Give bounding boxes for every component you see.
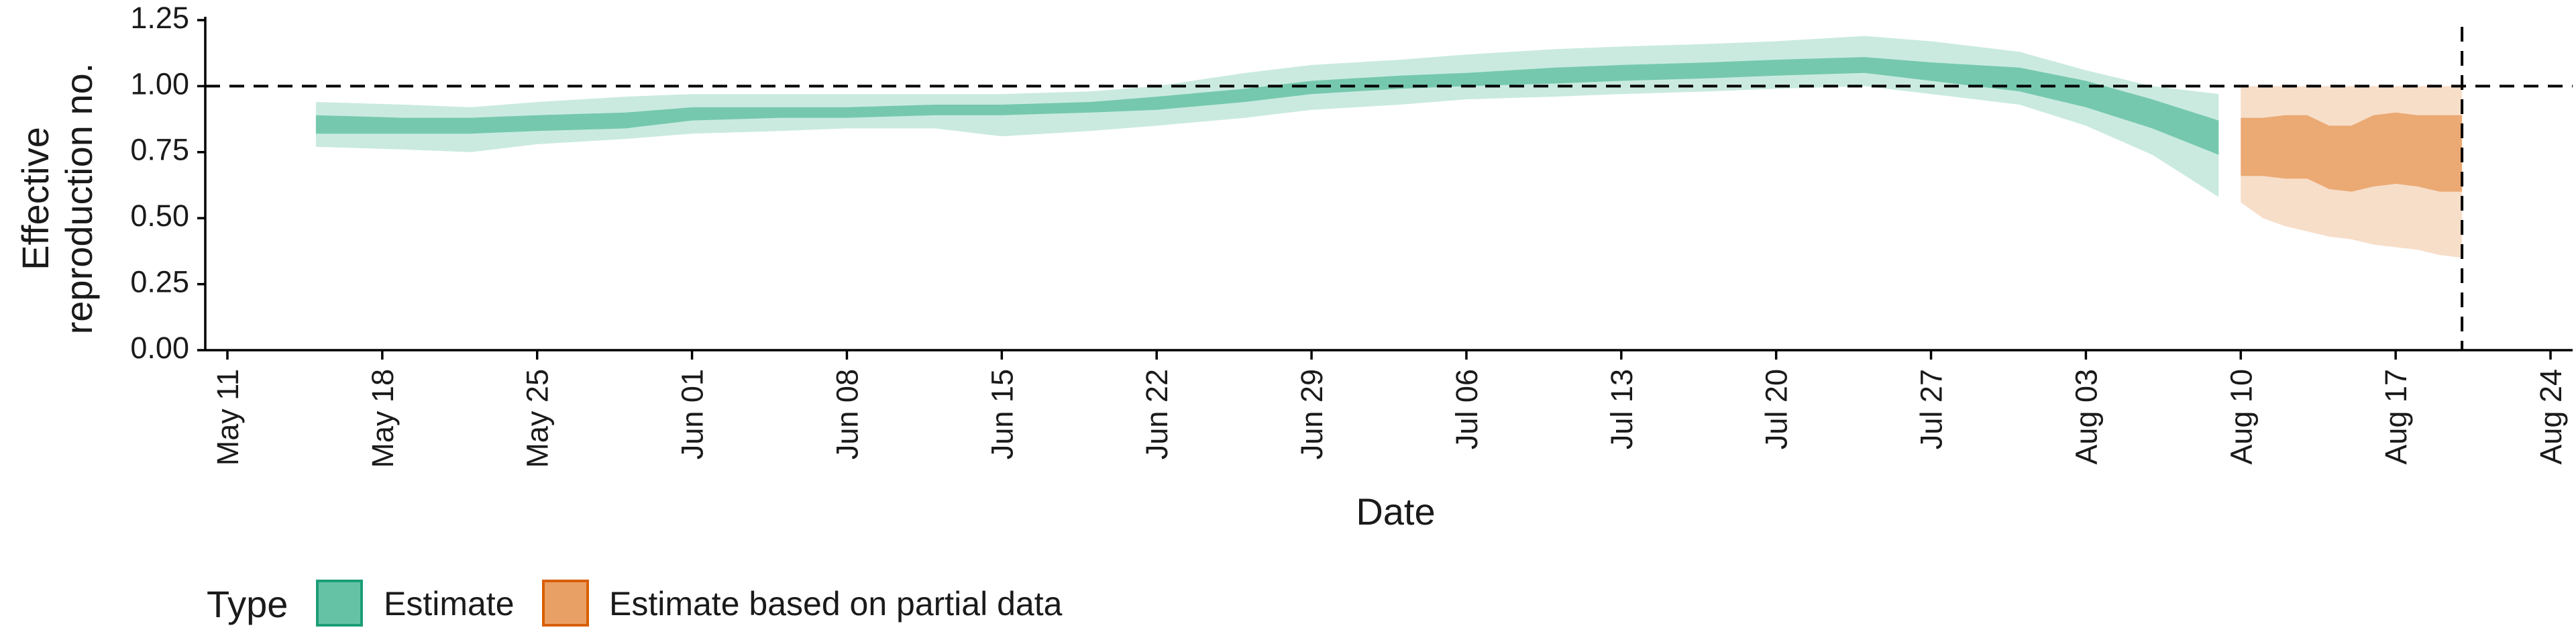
series-partial-data (2241, 86, 2463, 258)
x-tick-label: Aug 03 (2069, 369, 2103, 465)
y-tick-label: 1.25 (130, 1, 189, 35)
y-axis-title: Effective reproduction no. (14, 63, 100, 335)
legend-key (542, 580, 589, 627)
x-tick-label: Aug 24 (2534, 369, 2568, 465)
x-axis-title: Date (1356, 490, 1435, 533)
y-tick-label: 0.75 (130, 133, 189, 167)
y-tick-label: 0.25 (130, 264, 189, 299)
x-tick-label: May 25 (521, 369, 555, 468)
y-axis-title-line: reproduction no. (58, 63, 100, 335)
band-50 (2241, 112, 2463, 192)
x-tick-label: Jul 06 (1450, 369, 1484, 449)
legend-key (316, 580, 363, 627)
x-tick-label: May 18 (366, 369, 400, 468)
x-tick-label: Jul 20 (1760, 369, 1794, 449)
legend: Type Estimate Estimate based on partial da… (207, 580, 1063, 627)
legend-label: Estimate based on partial data (609, 585, 1063, 623)
legend-title: Type (207, 583, 288, 625)
x-tick-label: Jun 15 (985, 369, 1019, 460)
x-tick-label: May 11 (211, 369, 245, 466)
x-tick-label: Jul 13 (1605, 369, 1639, 449)
credible-interval-bands (315, 36, 2463, 258)
y-tick-label: 1.00 (130, 66, 189, 101)
series-estimate (315, 36, 2219, 197)
legend-label: Estimate (384, 585, 515, 623)
y-axis-title-line: Effective (14, 127, 56, 270)
reference-lines (205, 27, 2573, 350)
x-tick-label: Aug 10 (2224, 369, 2258, 465)
x-tick-label: Jun 29 (1295, 369, 1329, 460)
y-tick-label: 0.00 (130, 331, 189, 365)
x-tick-label: Jun 01 (676, 369, 710, 460)
x-tick-label: Jun 22 (1140, 369, 1174, 460)
y-tick-label: 0.50 (130, 199, 189, 233)
x-tick-label: Jun 08 (830, 369, 864, 460)
x-tick-label: Jul 27 (1915, 369, 1949, 449)
x-tick-label: Aug 17 (2379, 369, 2413, 465)
axes: 0.00 0.25 0.50 0.75 1.00 1.25 May 11 May 18 May … (14, 1, 2573, 533)
